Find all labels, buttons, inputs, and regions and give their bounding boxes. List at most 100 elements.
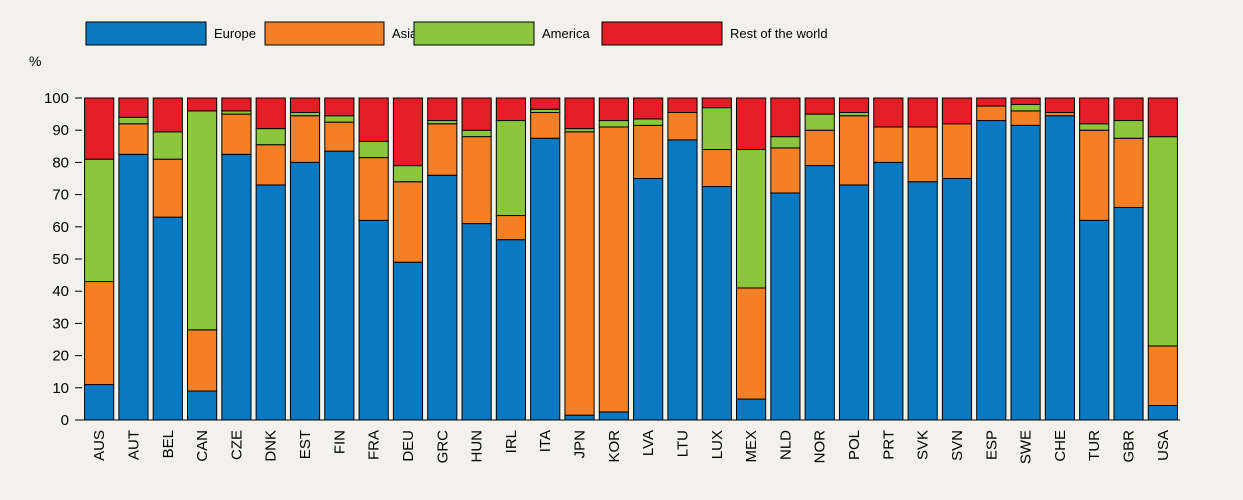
bar-segment-prt-rest-of-the-world <box>873 97 904 128</box>
bar-segment-ita-asia-and-pacific <box>530 111 561 139</box>
x-axis: AUS AUT BEL CAN CZE DNK EST FIN FRA DEU GRC HUN IRL I… <box>82 419 1180 464</box>
bar-segment-aut-rest-of-the-world <box>118 97 149 118</box>
bar-segment-lva-asia-and-pacific <box>633 124 664 180</box>
bar-segment-aut-america <box>118 116 149 125</box>
bar-segment-deu-europe <box>392 261 424 421</box>
x-tick-label-svk: SVK <box>915 430 932 460</box>
bar-segment-nld-europe <box>770 192 801 421</box>
bar-segment-swe-america <box>1010 103 1041 112</box>
bar-segment-usa-europe <box>1147 405 1178 421</box>
bar-segment-ltu-europe <box>667 139 698 421</box>
bar-segment-kor-asia-and-pacific <box>598 126 629 413</box>
bar-segment-fin-europe <box>324 150 355 421</box>
bar-segment-lux-america <box>701 107 732 151</box>
bar-segment-svn-asia-and-pacific <box>941 123 973 180</box>
bar-segment-hun-rest-of-the-world <box>461 97 492 131</box>
bar-segment-est-rest-of-the-world <box>289 97 321 113</box>
x-tick-label-deu: DEU <box>400 430 417 462</box>
bar-segment-lux-rest-of-the-world <box>701 97 732 109</box>
bar-segment-lva-europe <box>633 178 664 421</box>
bar-segment-usa-asia-and-pacific <box>1147 345 1178 407</box>
legend-swatch-europe <box>85 21 207 46</box>
bar-segment-mex-america <box>736 149 767 289</box>
x-tick-label-jpn: JPN <box>572 430 589 458</box>
bar-segment-grc-asia-and-pacific <box>427 123 458 176</box>
bar-segment-nor-asia-and-pacific <box>804 129 835 167</box>
y-tick-label: 100 <box>44 90 69 107</box>
bar-segment-cze-rest-of-the-world <box>221 97 252 112</box>
legend-label-europe: Europe <box>214 26 256 41</box>
x-tick-label-aut: AUT <box>125 430 142 460</box>
bar-segment-dnk-america <box>255 128 286 146</box>
x-tick-label-fra: FRA <box>366 430 383 460</box>
bar-segment-dnk-asia-and-pacific <box>255 144 286 186</box>
bar-segment-prt-asia-and-pacific <box>873 126 904 163</box>
bar-segment-lux-asia-and-pacific <box>701 149 732 188</box>
x-tick-label-fin: FIN <box>331 430 348 454</box>
bar-segment-nor-rest-of-the-world <box>804 97 835 115</box>
x-tick-label-nor: NOR <box>812 430 829 464</box>
x-tick-label-ltu: LTU <box>674 430 691 457</box>
legend-label-rest-of-the-world: Rest of the world <box>730 26 828 41</box>
bar-segment-gbr-rest-of-the-world <box>1113 97 1144 122</box>
bar-segment-pol-rest-of-the-world <box>838 97 870 113</box>
y-axis: 0 10 20 30 40 50 60 70 80 90 100 <box>44 90 82 429</box>
bar-segment-usa-america <box>1147 136 1178 347</box>
bar-segment-dnk-rest-of-the-world <box>255 97 286 130</box>
bar-segment-svn-europe <box>941 178 973 421</box>
bar-segment-svk-europe <box>907 181 938 421</box>
bar-segment-irl-rest-of-the-world <box>495 97 526 122</box>
bar-segment-gbr-europe <box>1113 206 1144 421</box>
x-tick-label-nld: NLD <box>777 430 794 460</box>
x-tick-label-grc: GRC <box>434 430 451 464</box>
y-tick-label: 40 <box>52 283 69 300</box>
bar-segment-nld-asia-and-pacific <box>770 147 801 194</box>
bar-segment-deu-asia-and-pacific <box>392 181 424 263</box>
x-tick-label-prt: PRT <box>880 430 897 460</box>
x-tick-label-irl: IRL <box>503 430 520 453</box>
x-tick-label-usa: USA <box>1155 430 1172 461</box>
bar-segment-can-america <box>187 110 218 331</box>
bar-segment-ltu-rest-of-the-world <box>667 97 698 113</box>
x-tick-label-swe: SWE <box>1018 430 1035 464</box>
bar-segment-fra-rest-of-the-world <box>358 97 389 142</box>
bar-segment-lva-america <box>633 118 664 126</box>
bar-segment-prt-europe <box>873 161 904 421</box>
x-tick-label-lux: LUX <box>709 430 726 459</box>
y-tick-label: 90 <box>52 122 69 139</box>
bar-segment-est-europe <box>289 161 321 421</box>
bar-segment-tur-asia-and-pacific <box>1079 129 1110 221</box>
bar-segment-pol-europe <box>838 184 870 421</box>
legend-swatch-rest-of-the-world <box>601 21 723 46</box>
bar-segment-tur-europe <box>1079 219 1110 421</box>
bar-segment-aus-rest-of-the-world <box>84 97 115 160</box>
legend-item-rest-of-the-world: Rest of the world <box>601 21 828 46</box>
bar-segment-lux-europe <box>701 186 732 421</box>
x-tick-label-bel: BEL <box>160 430 177 458</box>
bar-segment-che-rest-of-the-world <box>1044 97 1075 113</box>
bar-segment-deu-rest-of-the-world <box>392 97 424 167</box>
bar-segment-ita-rest-of-the-world <box>530 97 561 110</box>
bar-segment-svn-rest-of-the-world <box>941 97 973 125</box>
bar-segment-can-asia-and-pacific <box>187 329 218 392</box>
legend-label-america: America <box>542 26 590 41</box>
bar-segment-tur-rest-of-the-world <box>1079 97 1110 125</box>
bar-segment-gbr-asia-and-pacific <box>1113 137 1144 208</box>
bar-segment-fin-asia-and-pacific <box>324 121 355 152</box>
bar-segment-ltu-asia-and-pacific <box>667 111 698 141</box>
y-tick-label: 10 <box>52 380 69 397</box>
bar-segment-mex-rest-of-the-world <box>736 97 767 151</box>
y-tick-label: 0 <box>61 412 69 429</box>
bar-segment-jpn-rest-of-the-world <box>564 97 595 130</box>
bar-segment-est-asia-and-pacific <box>289 115 321 163</box>
x-tick-label-can: CAN <box>194 430 211 462</box>
bar-segment-pol-asia-and-pacific <box>838 115 870 186</box>
x-tick-label-ita: ITA <box>537 430 554 452</box>
bar-segment-aus-europe <box>84 384 115 421</box>
bar-segment-usa-rest-of-the-world <box>1147 97 1178 138</box>
bar-segment-fra-europe <box>358 219 389 421</box>
bar-segment-tur-america <box>1079 123 1110 131</box>
y-tick-label: 30 <box>52 315 69 332</box>
legend-item-europe: Europe <box>85 21 256 46</box>
